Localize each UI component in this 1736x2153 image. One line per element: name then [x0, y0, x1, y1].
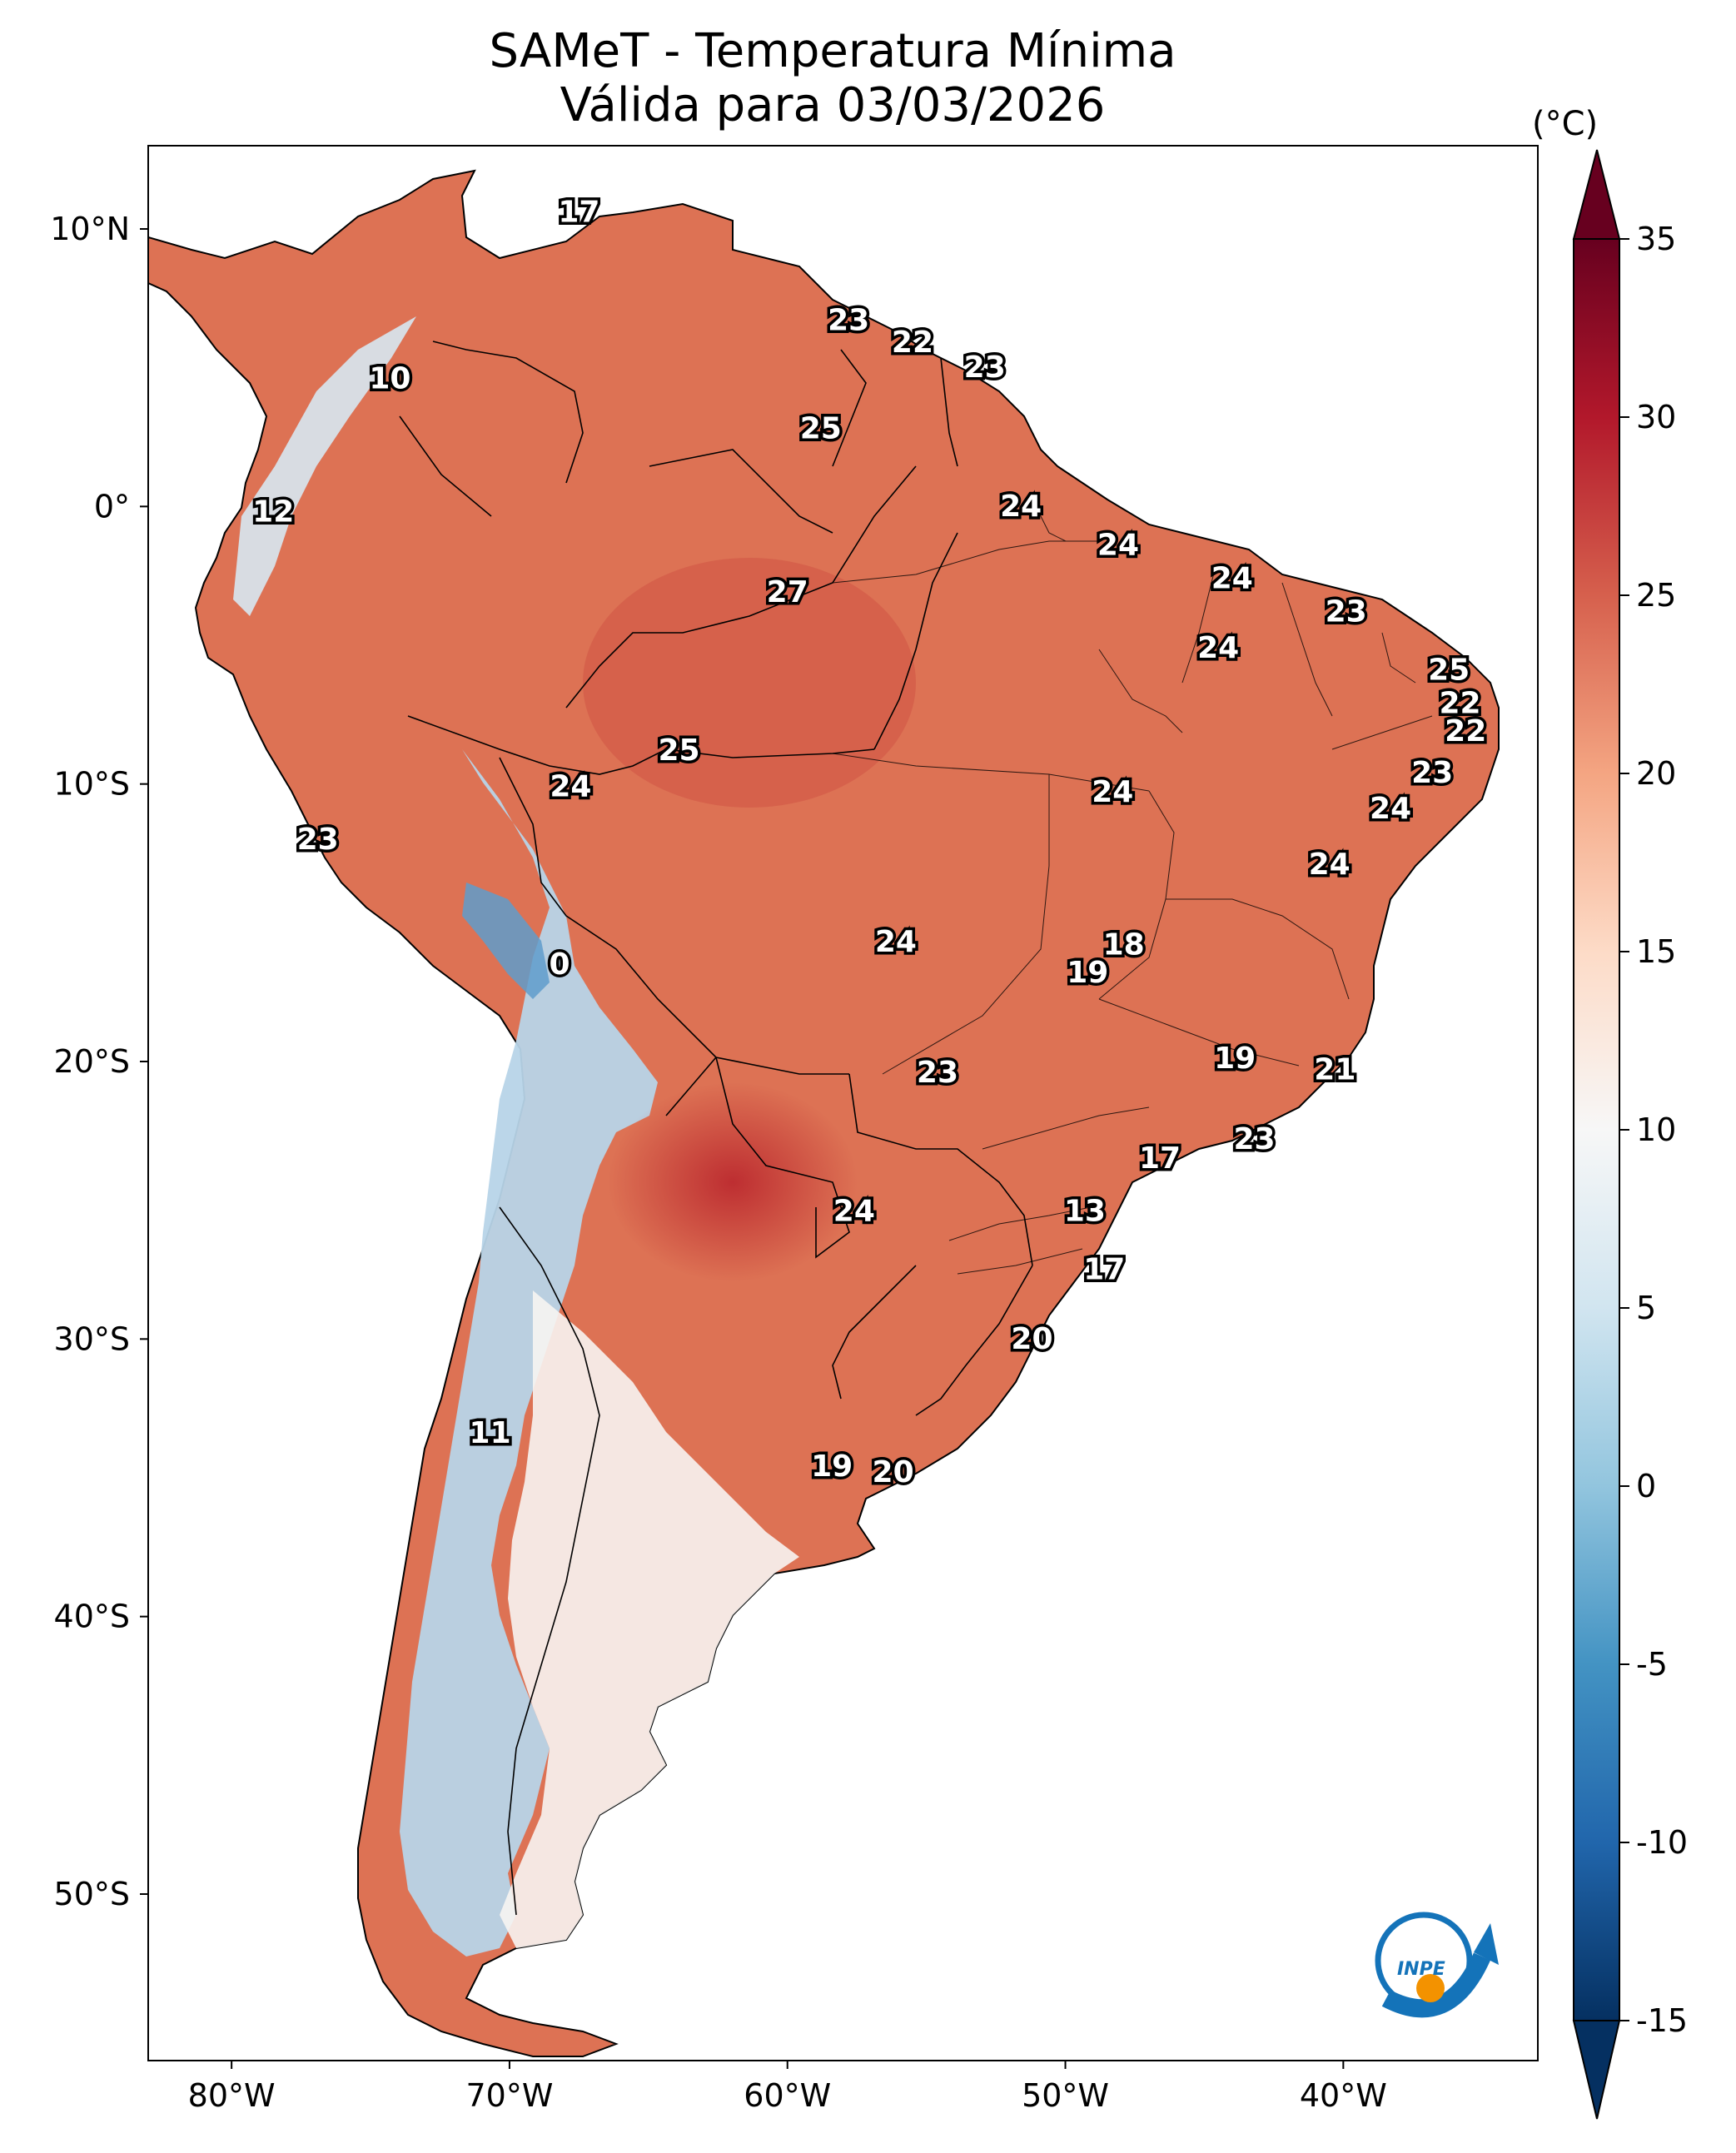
station-value-label: 24 — [1092, 775, 1133, 809]
inpe-logo: INPE — [1375, 1912, 1499, 2018]
colorbar-body — [1573, 238, 1620, 2021]
station-value-label: 18 — [1103, 928, 1145, 962]
colorbar: 35 30 25 20 15 10 5 0 -5 -10 -15 — [1572, 149, 1688, 2120]
patagonia-pale — [500, 1290, 799, 1948]
colorbar-tick-label: 25 — [1636, 577, 1676, 614]
station-value-label: 20 — [873, 1455, 914, 1489]
colorbar-tick-label: -15 — [1636, 2002, 1688, 2039]
station-value-label: 24 — [1097, 529, 1139, 563]
colorbar-tick-label: 30 — [1636, 399, 1676, 435]
station-value-label: 23 — [1411, 756, 1453, 790]
lon-tick-label: 60°W — [744, 2077, 831, 2114]
longitude-axis: 80°W 70°W 60°W 50°W 40°W — [188, 2061, 1387, 2114]
andes-cold-band — [400, 749, 658, 1957]
colorbar-tick-label: -5 — [1636, 1646, 1668, 1683]
station-value-label: 23 — [1233, 1122, 1275, 1156]
station-value-label: 19 — [811, 1449, 853, 1484]
station-value-label: 24 — [1309, 848, 1350, 882]
colorbar-top-arrow — [1572, 149, 1621, 240]
colorbar-tick-label: 20 — [1636, 755, 1676, 792]
station-value-label: 23 — [917, 1056, 958, 1090]
station-value-label: 23 — [964, 351, 1006, 385]
station-value-label: 25 — [800, 412, 842, 446]
lat-tick-label: 10°S — [54, 766, 130, 803]
station-value-label: 24 — [833, 1195, 875, 1229]
lat-tick-label: 50°S — [54, 1876, 130, 1912]
colorbar-ticks: 35 30 25 20 15 10 5 0 -5 -10 -15 — [1619, 221, 1688, 2039]
lat-tick-label: 20°S — [54, 1043, 130, 1080]
station-value-label: 24 — [875, 925, 917, 959]
station-value-label: 25 — [659, 733, 700, 768]
station-value-label: 23 — [828, 304, 869, 338]
station-value-label: 24 — [1197, 631, 1239, 665]
station-value-label: 17 — [1139, 1141, 1181, 1176]
lat-tick-label: 10°N — [50, 211, 130, 247]
station-value-label: 10 — [369, 362, 410, 396]
amazon-warm — [583, 558, 916, 808]
northern-andes-cold — [233, 316, 416, 616]
state-borders — [832, 499, 1433, 1275]
colorbar-tick-label: 35 — [1636, 221, 1676, 257]
chart-subtitle: Válida para 03/03/2026 — [560, 78, 1106, 132]
colorbar-tick-label: 5 — [1636, 1290, 1656, 1326]
station-value-label: 23 — [1326, 595, 1367, 629]
station-value-label: 0 — [549, 947, 570, 982]
station-value-label: 21 — [1314, 1053, 1355, 1087]
station-labels: 1723222310252412242427232425222225232424… — [250, 192, 1490, 1492]
lon-tick-label: 70°W — [465, 2077, 553, 2114]
station-value-label: 25 — [1428, 654, 1470, 688]
station-value-label: 23 — [297, 823, 339, 857]
station-value-label: 24 — [1211, 562, 1253, 596]
lat-tick-label: 40°S — [54, 1599, 130, 1635]
station-value-label: 17 — [558, 196, 599, 230]
station-value-label: 19 — [1214, 1042, 1256, 1076]
station-value-label: 17 — [1083, 1253, 1125, 1287]
colorbar-tick-label: -10 — [1636, 1824, 1688, 1861]
logo-arrow — [1474, 1923, 1499, 1965]
station-value-label: 11 — [470, 1416, 511, 1450]
lon-tick-label: 80°W — [188, 2077, 276, 2114]
lat-tick-label: 30°S — [54, 1320, 130, 1357]
station-value-label: 12 — [252, 495, 294, 530]
station-value-label: 24 — [1370, 792, 1411, 826]
station-value-label: 13 — [1064, 1195, 1106, 1229]
logo-dot — [1416, 1974, 1445, 2002]
country-borders — [399, 341, 1033, 1916]
lon-tick-label: 40°W — [1300, 2077, 1387, 2114]
lon-tick-label: 50°W — [1022, 2077, 1109, 2114]
logo-text: INPE — [1397, 1959, 1445, 1980]
altiplano-cold — [462, 883, 550, 999]
chart-title: SAMeT - Temperatura Mínima — [489, 24, 1176, 78]
land-layer — [148, 169, 1500, 2057]
station-value-label: 27 — [767, 575, 808, 609]
colorbar-bottom-arrow — [1572, 2020, 1621, 2120]
colorbar-tick-label: 0 — [1636, 1468, 1656, 1504]
station-value-label: 24 — [1000, 490, 1042, 524]
colorbar-tick-label: 10 — [1636, 1111, 1676, 1148]
station-value-label: 22 — [1445, 714, 1486, 748]
station-value-label: 19 — [1067, 956, 1108, 990]
logo-swoosh — [1381, 1952, 1491, 2018]
colorbar-unit: (°C) — [1532, 105, 1599, 143]
chaco-hotspot — [608, 1082, 858, 1282]
station-value-label: 24 — [550, 770, 591, 804]
latitude-axis: 10°N 0° 10°S 20°S 30°S 40°S 50°S — [50, 211, 148, 1912]
station-value-label: 22 — [1439, 687, 1480, 721]
lat-tick-label: 0° — [94, 488, 130, 525]
colorbar-tick-label: 15 — [1636, 933, 1676, 970]
station-value-label: 22 — [892, 326, 933, 360]
station-value-label: 20 — [1011, 1322, 1052, 1356]
